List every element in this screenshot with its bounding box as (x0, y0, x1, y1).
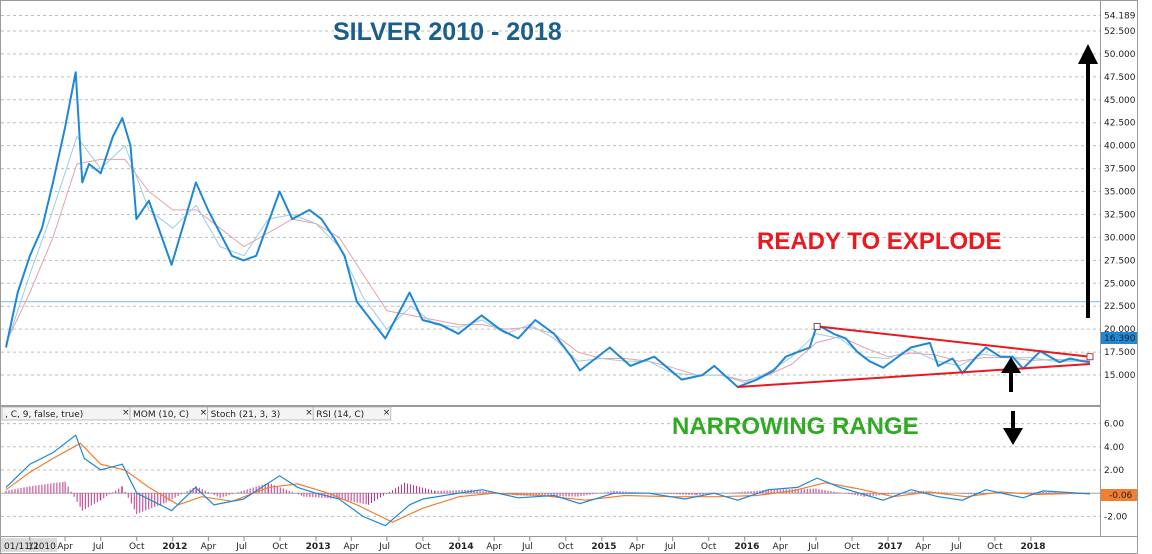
close-icon[interactable]: × (305, 408, 313, 418)
x-tick-label: Oct (701, 542, 717, 552)
indicator-panel-frame (0, 406, 1101, 537)
x-tick-label: Oct (415, 542, 431, 552)
y-tick-label: 50.000 (1104, 50, 1136, 60)
indicator-tabs[interactable]: , C, 9, false, true) × MOM (10, C) × Stoch (… (1, 406, 392, 421)
main-panel-frame (0, 0, 1101, 406)
triangle-upper-line (817, 325, 1091, 358)
x-tick-label: Apr (343, 542, 359, 552)
close-icon[interactable]: × (383, 408, 391, 418)
x-tick-label: Oct (844, 542, 860, 552)
x-tick-label: Apr (57, 542, 73, 552)
triangle-lower-line (737, 363, 1091, 388)
indicator-tab-label: RSI (14, C) (316, 410, 364, 420)
close-icon[interactable]: × (122, 408, 130, 418)
x-tick-label: Apr (773, 542, 789, 552)
y-tick-label: 15.000 (1104, 371, 1136, 381)
indicator-tab-label: MOM (10, C) (133, 410, 189, 420)
y-tick-label: 17.500 (1104, 348, 1136, 358)
start-date-badge (1, 538, 57, 552)
indicator-line-0 (5, 434, 1091, 527)
y-tick-label: 35.000 (1104, 188, 1136, 198)
x-tick-label: 2016 (734, 542, 759, 552)
indicator-tab[interactable] (312, 406, 392, 421)
triangle-anchor (813, 322, 821, 330)
x-tick-label: Oct (272, 542, 288, 552)
close-icon[interactable]: × (200, 408, 208, 418)
indicator-y-axis: 6.00 4.00 2.00 -2.00 (1104, 420, 1128, 523)
y-tick-label: 37.500 (1104, 165, 1136, 175)
y-tick-label: 22.500 (1104, 302, 1136, 312)
annotation-narrowing: NARROWING RANGE (672, 413, 919, 440)
series-line-2 (5, 136, 1090, 383)
x-tick-label: Apr (486, 542, 502, 552)
indicator-tab-label: Stoch (21, 3, 3) (211, 410, 281, 420)
x-tick-label: Jul (807, 542, 819, 552)
triangle-anchor (1086, 353, 1094, 361)
y-tick-label: 30.000 (1104, 233, 1136, 243)
last-price-label: 16.390 (1104, 334, 1136, 344)
indicator-line-1 (5, 442, 1091, 523)
last-indicator-label: -0.06 (1109, 491, 1133, 501)
y-tick-label: 27.500 (1104, 256, 1136, 266)
x-tick-label: Apr (915, 542, 931, 552)
x-tick-label: Jul (664, 542, 676, 552)
x-tick-label: 01/11/2010 (4, 542, 56, 552)
main-y-axis: 54.189 52.500 50.000 47.500 45.000 42.500 40.0… (1104, 11, 1136, 381)
x-tick-label: Oct (558, 542, 574, 552)
up-arrow-large (1078, 44, 1098, 318)
y-tick-label: 2.00 (1104, 466, 1124, 476)
y-tick-label: 40.000 (1104, 142, 1136, 152)
x-tick-label: Apr (201, 542, 217, 552)
x-tick-label: Jul (521, 542, 533, 552)
x-tick-label: 2017 (878, 542, 903, 552)
x-tick-label: 2014 (449, 542, 474, 552)
up-arrow-small (1001, 357, 1021, 392)
y-tick-label: 52.500 (1104, 27, 1136, 37)
x-tick-label: Oct (987, 542, 1003, 552)
x-tick-label: Oct (129, 542, 145, 552)
y-tick-label: 54.189 (1104, 11, 1136, 21)
y-tick-label: 25.000 (1104, 279, 1136, 289)
x-tick-label: Apr (629, 542, 645, 552)
x-tick-label: Jul (92, 542, 104, 552)
y-tick-label: 42.500 (1104, 119, 1136, 129)
right-axis-frame (1100, 0, 1138, 537)
x-tick-label: Jul (950, 542, 962, 552)
indicator-series (5, 434, 1091, 527)
price-series (5, 71, 1091, 388)
x-tick-label: 2012 (162, 542, 187, 552)
x-tick-label: Jul (235, 542, 247, 552)
y-tick-label: 20.000 (1104, 325, 1136, 335)
indicator-tab-label: , C, 9, false, true) (5, 410, 83, 420)
y-tick-label: 47.500 (1104, 73, 1136, 83)
triangle-pattern (737, 322, 1094, 388)
last-indicator-badge: -0.06 (1101, 489, 1137, 501)
last-price-badge: 16.390 (1101, 332, 1137, 344)
y-tick-label: 4.00 (1104, 443, 1124, 453)
x-tick-label: 2018 (1020, 542, 1045, 552)
annotation-explode: READY TO EXPLODE (757, 228, 1002, 255)
y-tick-label: 6.00 (1104, 420, 1124, 430)
x-tick-label: Jul (378, 542, 390, 552)
y-tick-label: 32.500 (1104, 210, 1136, 220)
y-tick-label: 45.000 (1104, 96, 1136, 106)
x-tick-label: 2013 (306, 542, 331, 552)
down-arrow-small (1003, 411, 1023, 445)
x-tick-label: 11 (28, 542, 39, 552)
chart-title: SILVER 2010 - 2018 (333, 18, 562, 46)
y-tick-label: -2.00 (1104, 512, 1128, 522)
series-line-0 (5, 71, 1091, 388)
x-tick-label: 2015 (591, 542, 616, 552)
